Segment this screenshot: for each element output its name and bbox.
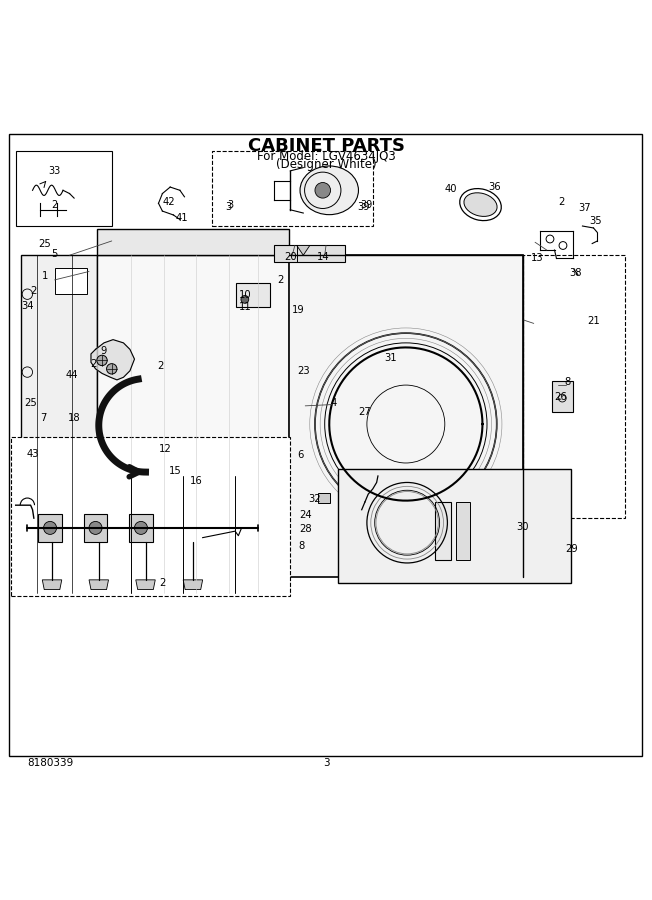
Text: 18: 18 bbox=[68, 412, 80, 422]
Circle shape bbox=[97, 356, 107, 365]
Bar bbox=[97, 256, 289, 593]
Text: 41: 41 bbox=[175, 212, 188, 222]
Text: 19: 19 bbox=[292, 305, 305, 315]
Text: 8180339: 8180339 bbox=[27, 758, 74, 768]
Bar bbox=[274, 246, 346, 262]
Text: 37: 37 bbox=[578, 203, 591, 213]
Text: 13: 13 bbox=[531, 254, 543, 264]
Text: 34: 34 bbox=[21, 301, 34, 310]
Bar bbox=[55, 268, 87, 294]
Text: 8: 8 bbox=[298, 541, 304, 551]
Text: 33: 33 bbox=[48, 166, 61, 176]
Polygon shape bbox=[136, 580, 155, 590]
Text: 26: 26 bbox=[555, 392, 567, 401]
Bar bbox=[38, 514, 62, 542]
Text: 3: 3 bbox=[323, 758, 329, 768]
Text: (Designer White): (Designer White) bbox=[276, 158, 376, 172]
Text: 1: 1 bbox=[42, 271, 49, 281]
Text: 12: 12 bbox=[158, 444, 171, 454]
Text: 2: 2 bbox=[31, 286, 37, 296]
Text: 3: 3 bbox=[226, 202, 231, 211]
Bar bbox=[338, 470, 571, 583]
Text: 4: 4 bbox=[331, 399, 337, 409]
Text: 20: 20 bbox=[284, 251, 297, 262]
Bar bbox=[191, 472, 203, 486]
Bar bbox=[129, 514, 153, 542]
Text: 15: 15 bbox=[169, 466, 182, 476]
Bar bbox=[171, 464, 182, 477]
Bar bbox=[523, 256, 625, 518]
Circle shape bbox=[89, 521, 102, 535]
Polygon shape bbox=[89, 580, 108, 590]
Text: 39: 39 bbox=[360, 200, 372, 210]
Bar bbox=[318, 493, 330, 503]
Text: 28: 28 bbox=[299, 524, 312, 535]
Text: 2: 2 bbox=[157, 361, 164, 371]
Circle shape bbox=[559, 241, 567, 249]
Bar bbox=[84, 514, 107, 542]
Bar bbox=[97, 446, 289, 476]
Text: 2: 2 bbox=[52, 200, 58, 211]
Text: 16: 16 bbox=[190, 476, 203, 486]
Text: 32: 32 bbox=[308, 494, 321, 504]
Bar bbox=[237, 283, 270, 307]
Bar bbox=[97, 230, 289, 256]
Text: 38: 38 bbox=[570, 268, 582, 278]
Text: 44: 44 bbox=[65, 370, 78, 381]
Ellipse shape bbox=[464, 193, 497, 216]
Circle shape bbox=[134, 521, 147, 535]
Text: 8: 8 bbox=[565, 377, 570, 387]
Circle shape bbox=[106, 364, 117, 374]
Text: 21: 21 bbox=[587, 317, 600, 327]
Bar bbox=[16, 151, 111, 226]
Text: 2: 2 bbox=[277, 274, 284, 285]
Text: 27: 27 bbox=[359, 408, 372, 418]
Circle shape bbox=[241, 295, 249, 303]
Polygon shape bbox=[183, 580, 203, 590]
Text: 39: 39 bbox=[357, 202, 370, 211]
Text: 35: 35 bbox=[589, 217, 602, 227]
Text: 2: 2 bbox=[159, 578, 166, 588]
Text: 30: 30 bbox=[516, 522, 528, 532]
Text: 11: 11 bbox=[239, 302, 251, 312]
Text: 29: 29 bbox=[565, 544, 578, 554]
Polygon shape bbox=[42, 580, 62, 590]
Polygon shape bbox=[91, 339, 134, 380]
Text: 2: 2 bbox=[91, 359, 96, 369]
Text: 31: 31 bbox=[385, 353, 397, 363]
Circle shape bbox=[546, 235, 554, 243]
Circle shape bbox=[570, 264, 580, 273]
Polygon shape bbox=[297, 246, 310, 256]
Circle shape bbox=[315, 183, 331, 198]
Text: 2: 2 bbox=[558, 197, 564, 207]
Text: 3: 3 bbox=[227, 200, 233, 211]
Circle shape bbox=[162, 446, 175, 460]
Bar bbox=[213, 151, 374, 226]
Text: 25: 25 bbox=[24, 399, 37, 409]
Text: 23: 23 bbox=[297, 365, 310, 376]
Bar bbox=[11, 437, 290, 596]
Circle shape bbox=[44, 521, 57, 535]
Text: 36: 36 bbox=[488, 182, 501, 192]
Text: 42: 42 bbox=[162, 197, 175, 207]
Text: For Model: LGV4634JQ3: For Model: LGV4634JQ3 bbox=[257, 150, 395, 163]
Text: 43: 43 bbox=[26, 449, 39, 459]
Text: 10: 10 bbox=[239, 291, 251, 301]
Bar bbox=[456, 502, 470, 561]
Bar bbox=[289, 256, 523, 577]
Text: 40: 40 bbox=[445, 184, 457, 194]
Text: 9: 9 bbox=[101, 346, 107, 356]
Text: 25: 25 bbox=[38, 238, 51, 248]
Text: 6: 6 bbox=[297, 450, 303, 460]
Ellipse shape bbox=[300, 166, 359, 215]
Bar bbox=[435, 502, 451, 561]
Text: CABINET PARTS: CABINET PARTS bbox=[248, 137, 404, 155]
Text: 14: 14 bbox=[316, 251, 329, 262]
Text: 24: 24 bbox=[299, 510, 312, 520]
Text: 5: 5 bbox=[52, 249, 58, 259]
Bar bbox=[97, 489, 289, 515]
Bar bbox=[552, 382, 572, 412]
Text: 7: 7 bbox=[40, 412, 47, 422]
Bar bbox=[21, 256, 97, 593]
